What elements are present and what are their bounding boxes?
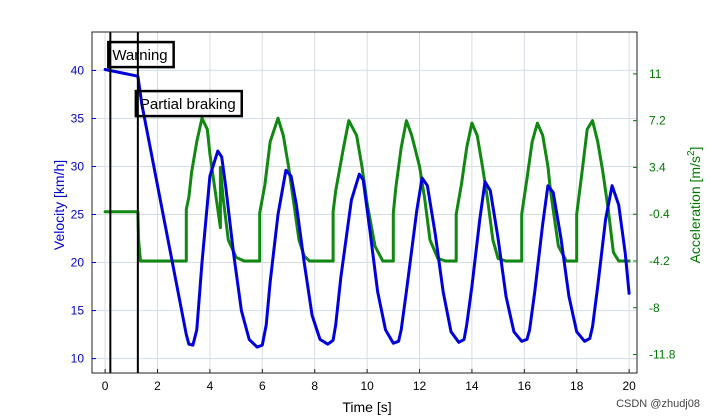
x-tick-label: 6 (259, 379, 266, 393)
x-tick-label: 18 (570, 379, 584, 393)
x-tick-label: 14 (465, 379, 479, 393)
data-series (103, 68, 631, 349)
right-axis-ticks: -11.8 -8 -4.2 -0.4 3.4 7.2 11 (633, 67, 676, 362)
left-tick-label: 20 (71, 256, 85, 270)
right-axis-label-tail: ] (687, 147, 703, 151)
x-axis-label: Time [s] (342, 399, 391, 415)
right-tick-label: 7.2 (649, 114, 666, 128)
series-line-velocity (103, 68, 631, 349)
event-markers: Warning Partial braking (107, 32, 243, 373)
x-tick-label: 8 (311, 379, 318, 393)
left-tick-label: 30 (71, 159, 85, 173)
left-tick-label: 10 (71, 352, 85, 366)
left-tick-label: 15 (71, 304, 85, 318)
x-tick-label: 16 (518, 379, 532, 393)
left-tick-label: 40 (71, 63, 85, 77)
right-tick-label: -11.8 (649, 348, 676, 362)
x-tick-label: 10 (360, 379, 374, 393)
left-tick-label: 35 (71, 111, 85, 125)
x-tick-label: 4 (207, 379, 214, 393)
x-axis-ticks: 0 2 4 6 8 10 12 14 16 18 20 (102, 369, 636, 393)
series-line-acceleration (103, 116, 631, 263)
x-tick-label: 12 (413, 379, 427, 393)
x-tick-label: 20 (622, 379, 636, 393)
plot-frame (91, 31, 638, 374)
right-axis-label-base: Acceleration [m/s (687, 156, 703, 263)
x-tick-label: 2 (154, 379, 161, 393)
right-tick-label: -0.4 (649, 207, 670, 221)
right-tick-label: -8 (649, 301, 660, 315)
marker-label-box (107, 40, 175, 69)
marker-label: Warning (112, 47, 167, 64)
right-axis-label: Acceleration [m/s2] (686, 147, 703, 264)
right-tick-label: -4.2 (649, 254, 670, 268)
right-axis-label-superscript: 2 (686, 150, 697, 156)
right-tick-label: 3.4 (649, 160, 666, 174)
right-tick-label: 11 (649, 67, 662, 81)
marker-label-box (134, 89, 243, 118)
marker-label: Partial braking (140, 96, 236, 113)
left-tick-label: 25 (71, 208, 85, 222)
left-axis-label: Velocity [km/h] (51, 160, 67, 250)
watermark: CSDN @zhudj08 (616, 398, 700, 410)
x-tick-label: 0 (102, 379, 109, 393)
left-axis-ticks: 10 15 20 25 30 35 40 (71, 63, 96, 366)
